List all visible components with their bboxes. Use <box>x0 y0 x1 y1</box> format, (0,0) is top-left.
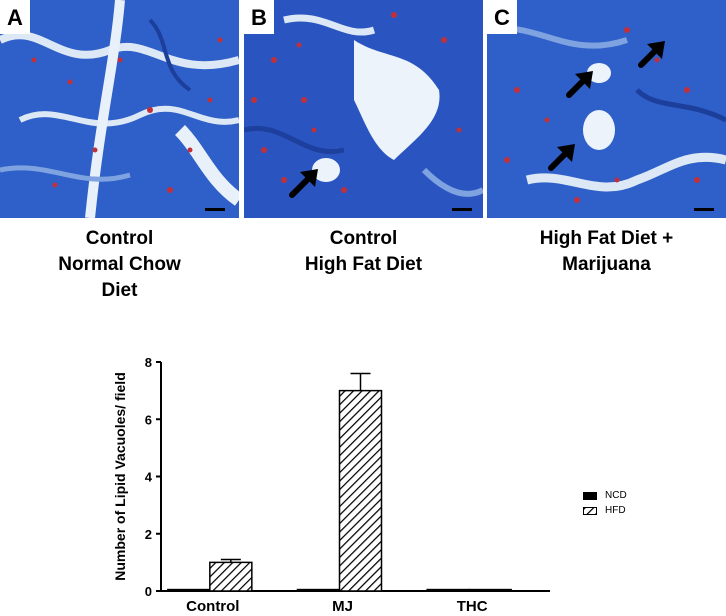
y-tick-label: 8 <box>145 355 152 370</box>
arrow-icon <box>548 144 575 171</box>
legend-item-ncd: NCD <box>583 488 627 503</box>
legend-label-hfd: HFD <box>605 505 626 516</box>
arrow-icon <box>289 169 318 198</box>
y-tick-label: 4 <box>145 470 153 485</box>
micrograph-panel-b: B <box>244 0 483 218</box>
y-tick-label: 0 <box>145 584 152 599</box>
legend-label-ncd: NCD <box>605 490 627 501</box>
caption-a: Control Normal Chow Diet <box>0 226 239 304</box>
arrow-icon <box>566 71 593 98</box>
micrograph-panel-a: A <box>0 0 239 218</box>
caption-b-line-1: Control <box>329 228 398 249</box>
caption-a-line-3: Diet <box>101 280 138 301</box>
tissue-image-c <box>487 0 726 218</box>
caption-c: High Fat Diet + Marijuana <box>487 226 726 278</box>
bar-hfd-control <box>209 561 253 592</box>
legend-swatch-ncd <box>583 491 597 500</box>
legend-swatch-hfd <box>583 506 597 515</box>
y-axis-label: Number of Lipid Vacuoles/ field <box>112 372 128 580</box>
panel-letter-b: B <box>244 0 274 34</box>
bar-ncd-thc <box>426 588 470 592</box>
panel-letter-c: C <box>487 0 517 34</box>
bar-ncd-mj <box>296 588 341 592</box>
bar-ncd-control <box>167 588 211 592</box>
tissue-image-a <box>0 0 239 218</box>
y-tick-label: 6 <box>145 412 152 427</box>
caption-b-line-2: High Fat Diet <box>304 254 423 275</box>
scale-bar <box>694 208 714 211</box>
panel-letter-a: A <box>0 0 30 34</box>
tissue-image-b <box>244 0 483 218</box>
scale-bar <box>205 208 225 211</box>
x-category-label: Control <box>186 598 239 613</box>
chart-legend: NCD HFD <box>583 488 627 518</box>
y-tick-label: 2 <box>145 527 152 542</box>
micrograph-panel-c: C <box>487 0 726 218</box>
x-category-label: THC <box>457 598 488 613</box>
x-category-label: MJ <box>332 598 353 613</box>
arrow-icon <box>638 41 665 68</box>
caption-c-line-1: High Fat Diet + <box>539 228 674 249</box>
caption-c-line-2: Marijuana <box>562 254 651 275</box>
bar-hfd-thc <box>468 588 512 592</box>
legend-item-hfd: HFD <box>583 503 627 518</box>
caption-a-line-2: Normal Chow <box>58 254 181 275</box>
scale-bar <box>452 208 472 211</box>
caption-a-line-1: Control <box>85 228 154 249</box>
caption-b: Control High Fat Diet <box>244 226 483 278</box>
bar-hfd-mj <box>338 389 383 592</box>
lipid-vacuole-bar-chart: 0 2 4 6 8 Number of Lipid Vacuoles/ field Cont… <box>112 355 550 613</box>
